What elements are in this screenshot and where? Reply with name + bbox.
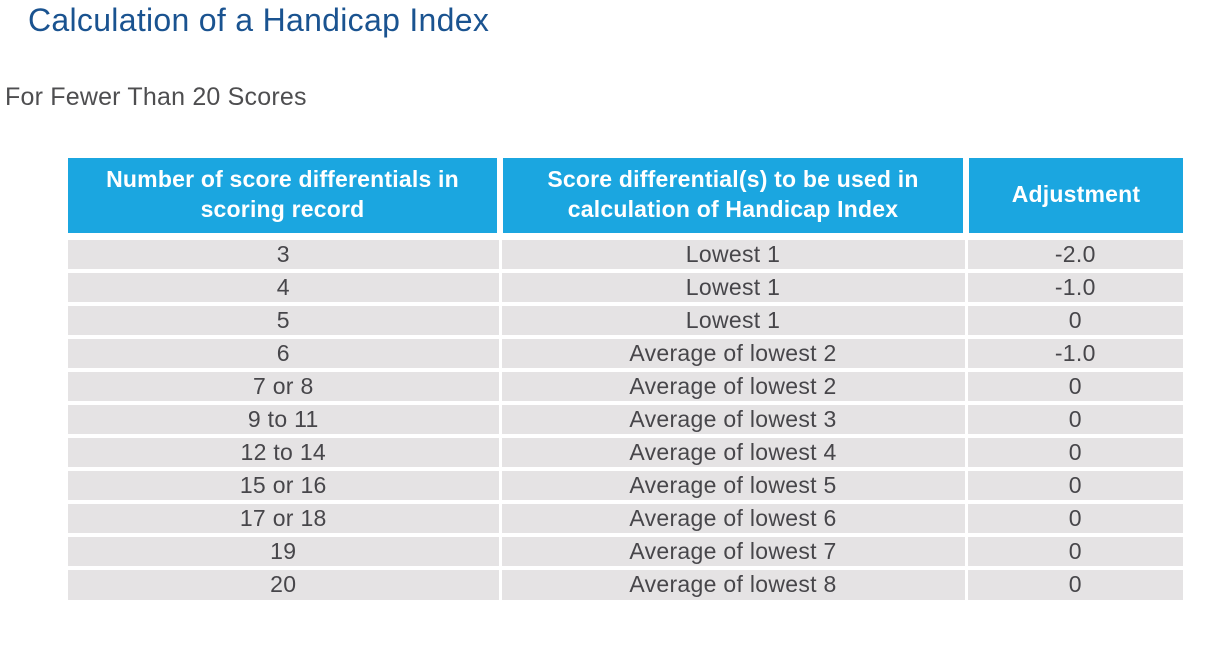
table-cell: Lowest 1: [500, 236, 968, 273]
table-cell: Lowest 1: [500, 303, 968, 339]
column-header-3: Adjustment: [966, 158, 1183, 240]
table-cell: Average of lowest 6: [500, 501, 968, 537]
table-cell: -1.0: [966, 270, 1183, 306]
table-cell: Average of lowest 7: [500, 534, 968, 570]
table-cell: 9 to 11: [68, 402, 502, 438]
table-cell: 0: [966, 369, 1183, 405]
table-cell: 5: [68, 303, 502, 339]
table-cell: Average of lowest 8: [500, 567, 968, 600]
table-body: 3 Lowest 1 -2.0 4 Lowest 1 -1.0 5 Lowest 1 0 6 Ave…: [68, 236, 1183, 600]
table-row: 6 Average of lowest 2 -1.0: [68, 336, 1183, 372]
table-cell: 7 or 8: [68, 369, 502, 405]
table-cell: -2.0: [966, 236, 1183, 273]
table-cell: 0: [966, 303, 1183, 339]
table-cell: -1.0: [966, 336, 1183, 372]
table-cell: 6: [68, 336, 502, 372]
table-cell: 0: [966, 468, 1183, 504]
table-cell: 12 to 14: [68, 435, 502, 471]
table-row: 4 Lowest 1 -1.0: [68, 270, 1183, 306]
handicap-index-table: Number of score differentials in scoring…: [68, 158, 1183, 600]
table-cell: 0: [966, 435, 1183, 471]
table-cell: 17 or 18: [68, 501, 502, 537]
table-header: Number of score differentials in scoring…: [68, 158, 1183, 240]
table-cell: 0: [966, 402, 1183, 438]
column-header-1: Number of score differentials in scoring…: [68, 158, 503, 240]
page-title: Calculation of a Handicap Index: [28, 2, 490, 38]
table-cell: 4: [68, 270, 502, 306]
table-cell: 0: [966, 567, 1183, 600]
column-header-2: Score differential(s) to be used in calc…: [500, 158, 969, 240]
table-cell: 20: [68, 567, 502, 600]
table-cell: Average of lowest 5: [500, 468, 968, 504]
page-subtitle: For Fewer Than 20 Scores: [5, 83, 307, 111]
table-cell: Average of lowest 2: [500, 369, 968, 405]
table-cell: Average of lowest 3: [500, 402, 968, 438]
table-cell: 0: [966, 534, 1183, 570]
table-row: 3 Lowest 1 -2.0: [68, 236, 1183, 273]
table-cell: 3: [68, 236, 502, 273]
table-cell: Average of lowest 2: [500, 336, 968, 372]
table-cell: Average of lowest 4: [500, 435, 968, 471]
table-cell: 15 or 16: [68, 468, 502, 504]
table-cell: 19: [68, 534, 502, 570]
table-header-row: Number of score differentials in scoring…: [68, 158, 1183, 240]
table-cell: 0: [966, 501, 1183, 537]
table-cell: Lowest 1: [500, 270, 968, 306]
